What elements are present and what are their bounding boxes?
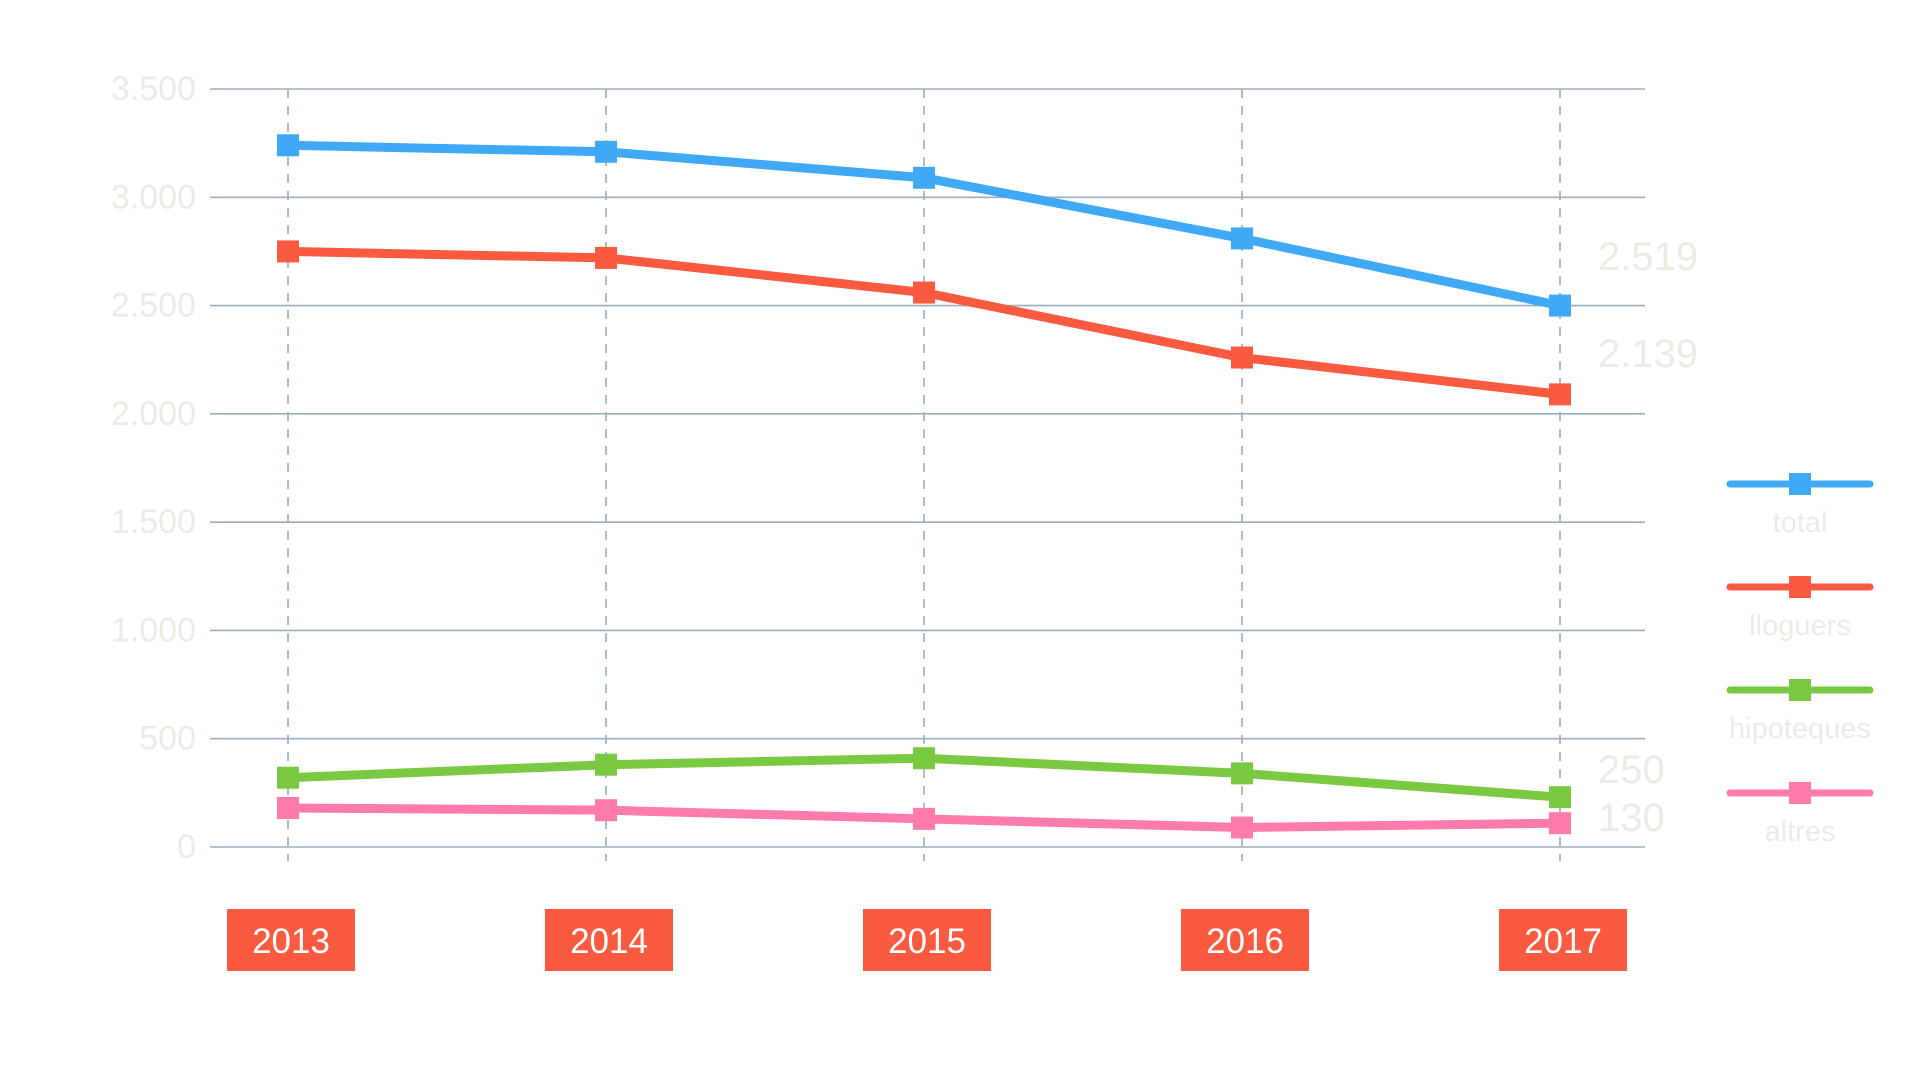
x-tick-label: 2015 (888, 922, 966, 961)
data-point-lloguers (277, 240, 299, 263)
x-tick-label: 2014 (570, 922, 648, 961)
data-point-total (1231, 227, 1253, 250)
legend-label-total: total (1773, 507, 1828, 539)
y-tick-label: 2.000 (111, 395, 196, 433)
data-point-lloguers (1231, 346, 1253, 369)
legend-marker-total (1789, 473, 1811, 495)
y-tick-label: 0 (177, 828, 196, 866)
legend-marker-hipoteques (1789, 679, 1811, 701)
data-point-altres (913, 807, 935, 830)
data-point-total (1549, 294, 1571, 317)
data-point-altres (595, 799, 617, 822)
y-tick-label: 3.000 (111, 178, 196, 216)
end-value-label-total: 2.519 (1598, 235, 1698, 279)
legend-label-hipoteques: hipoteques (1729, 713, 1871, 745)
year-box (227, 909, 355, 971)
year-box (1181, 909, 1309, 971)
legend-marker-altres (1789, 782, 1811, 804)
data-point-hipoteques (1231, 762, 1253, 785)
end-value-label-hipoteques: 250 (1598, 748, 1665, 792)
data-point-hipoteques (595, 753, 617, 776)
data-point-altres (1231, 816, 1253, 839)
y-tick-label: 2.500 (111, 287, 196, 325)
x-tick-label: 2013 (252, 922, 330, 961)
legend-marker-lloguers (1789, 576, 1811, 598)
data-point-altres (277, 797, 299, 820)
data-point-hipoteques (913, 747, 935, 770)
data-point-total (913, 166, 935, 189)
data-point-altres (1549, 812, 1571, 835)
year-box (863, 909, 991, 971)
year-box (545, 909, 673, 971)
series-line-lloguers (283, 246, 1565, 399)
y-tick-label: 500 (139, 720, 196, 758)
y-tick-label: 1.000 (111, 611, 196, 649)
data-point-total (595, 140, 617, 163)
legend-label-altres: altres (1765, 816, 1836, 848)
data-point-hipoteques (1549, 786, 1571, 809)
grid (210, 88, 1645, 861)
data-point-lloguers (913, 281, 935, 304)
data-point-lloguers (1549, 383, 1571, 406)
data-point-total (277, 134, 299, 157)
y-axis-ticks: 0 500 1.000 1.500 2.000 2.500 3.000 3.500 (111, 70, 196, 866)
x-tick-label: 2016 (1206, 922, 1284, 961)
data-point-hipoteques (277, 766, 299, 789)
year-box (1499, 909, 1627, 971)
series (277, 134, 1571, 839)
y-tick-label: 3.500 (111, 70, 196, 108)
end-value-label-lloguers: 2.139 (1598, 332, 1698, 376)
end-value-label-altres: 130 (1598, 796, 1665, 840)
y-tick-label: 1.500 (111, 503, 196, 541)
data-point-lloguers (595, 246, 617, 269)
x-tick-label: 2017 (1524, 922, 1602, 961)
legend-label-lloguers: lloguers (1749, 610, 1851, 642)
x-axis-ticks: 2013 2014 2015 2016 2017 (227, 909, 1627, 971)
legend: total lloguers hipoteques altres (1726, 473, 1874, 848)
